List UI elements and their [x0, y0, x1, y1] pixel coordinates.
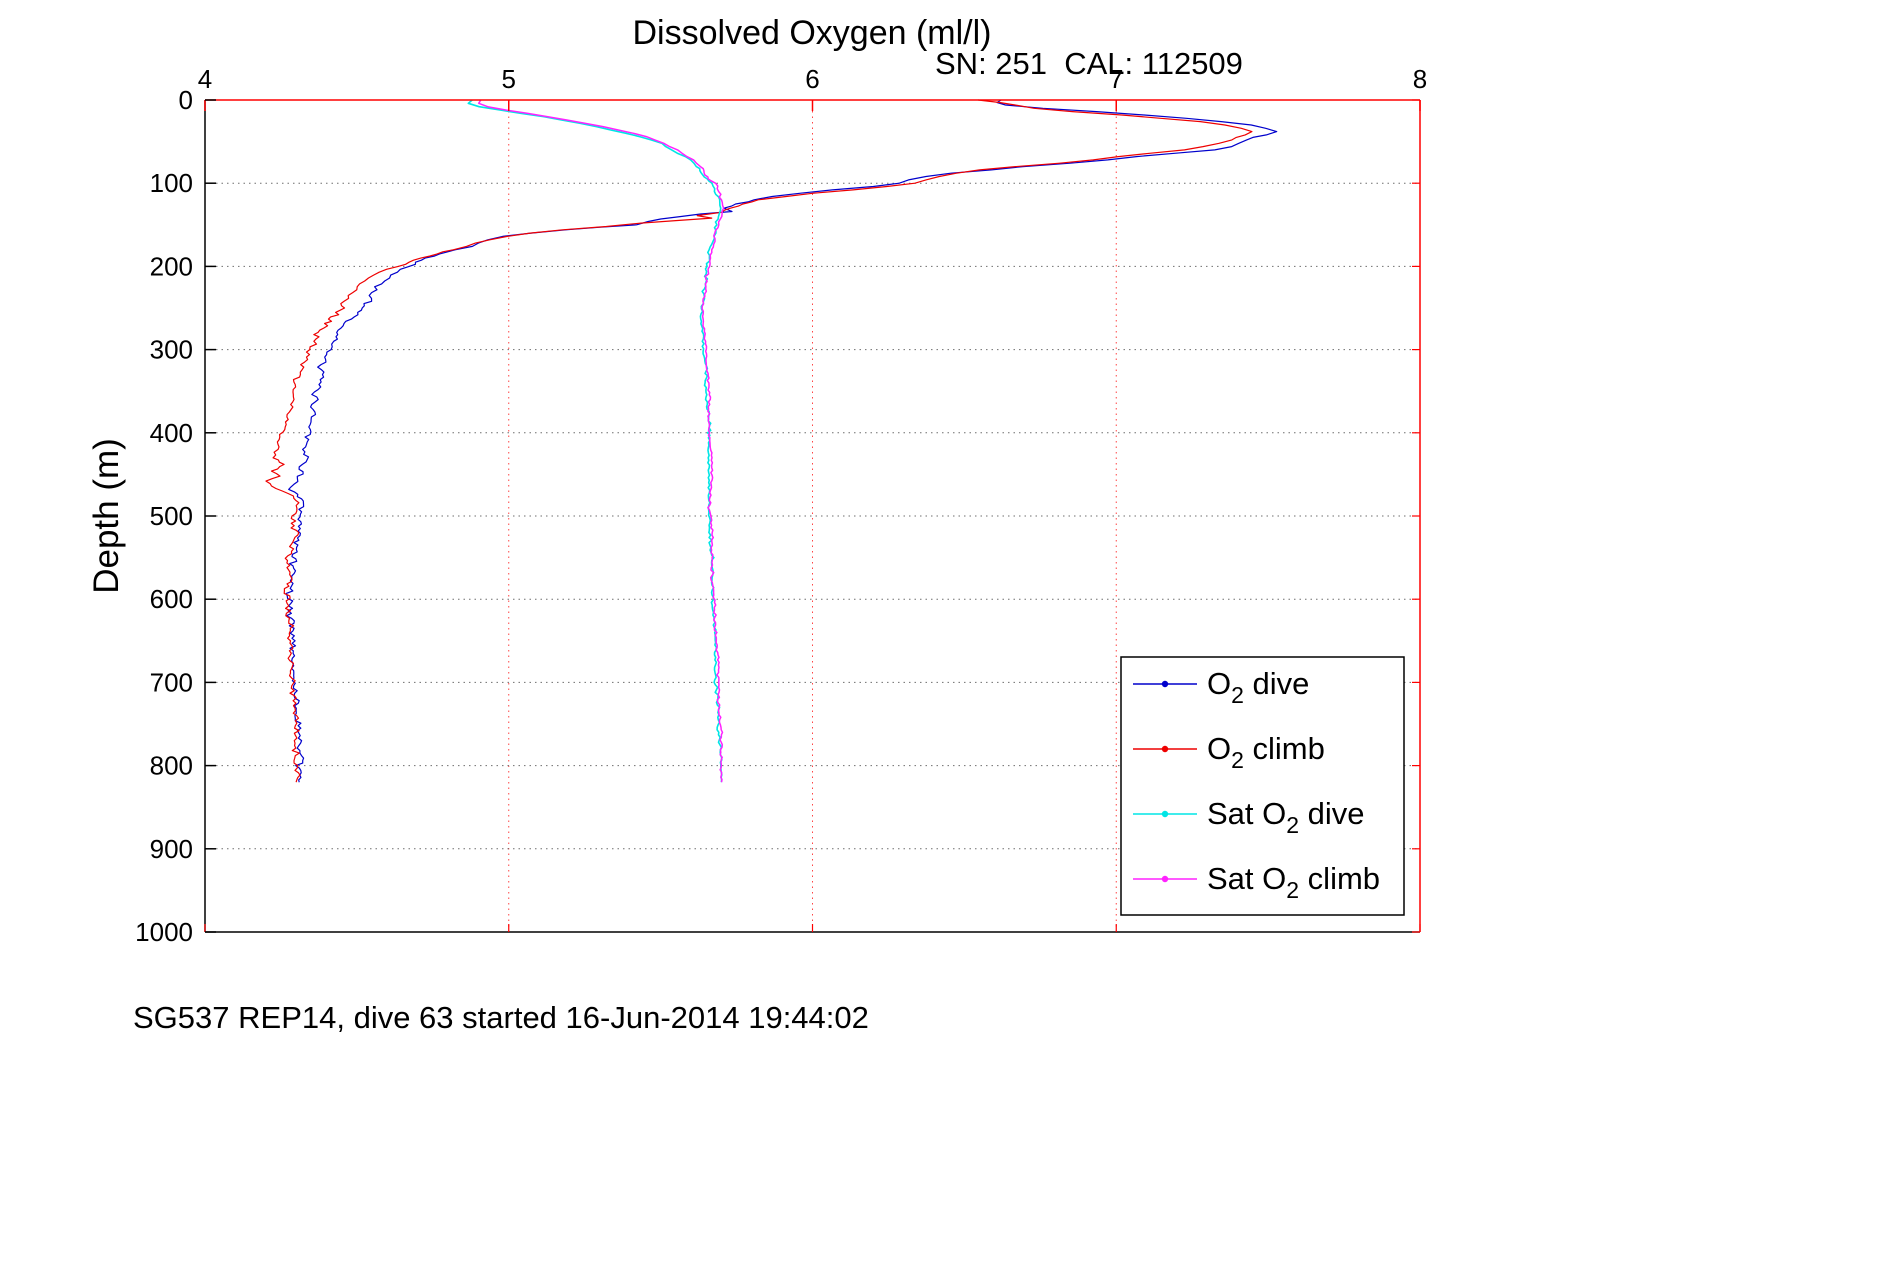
legend-label-sat-o2-climb: Sat O2 climb [1207, 861, 1380, 903]
y-tick-label: 100 [150, 168, 193, 198]
y-tick-label: 700 [150, 667, 193, 697]
series-sat-o2-climb [477, 99, 725, 783]
y-tick-label: 800 [150, 751, 193, 781]
y-tick-label: 900 [150, 834, 193, 864]
y-tick-label: 500 [150, 501, 193, 531]
x-tick-label: 4 [198, 64, 212, 94]
legend-marker-sat-o2-climb [1161, 875, 1169, 883]
y-tick-label: 400 [150, 418, 193, 448]
y-tick-label: 600 [150, 584, 193, 614]
legend-marker-sat-o2-dive [1161, 810, 1169, 818]
legend-label-o2-climb: O2 climb [1207, 731, 1325, 773]
legend-label-o2-dive: O2 dive [1207, 666, 1309, 708]
serial-cal-annotation: SN: 251 CAL: 112509 [935, 46, 1243, 81]
legend-label-sat-o2-dive: Sat O2 dive [1207, 796, 1365, 838]
x-tick-label: 5 [502, 64, 516, 94]
y-axis-title: Depth (m) [87, 438, 126, 594]
y-tick-label: 200 [150, 251, 193, 281]
series-o2-climb [265, 99, 1253, 783]
y-tick-label: 300 [150, 335, 193, 365]
legend: O2 dive O2 climb Sat O2 dive Sat O2 clim… [1120, 656, 1405, 916]
x-tick-label: 6 [805, 64, 819, 94]
series-sat-o2-dive [467, 99, 723, 783]
legend-box [1120, 656, 1405, 916]
x-tick-label: 8 [1413, 64, 1427, 94]
axes-layer: 4 5 6 7 8 0 100 200 300 400 500 600 700 800 900 1000 [135, 64, 1427, 947]
y-tick-label: 0 [179, 85, 193, 115]
series-layer [265, 99, 1278, 783]
chart-title: Dissolved Oxygen (ml/l) [633, 14, 992, 52]
footer-caption: SG537 REP14, dive 63 started 16-Jun-2014… [133, 1000, 869, 1035]
y-tick-label: 1000 [135, 917, 193, 947]
legend-marker-o2-dive [1161, 680, 1169, 688]
legend-marker-o2-climb [1161, 745, 1169, 753]
x-tick-label: 7 [1109, 64, 1123, 94]
